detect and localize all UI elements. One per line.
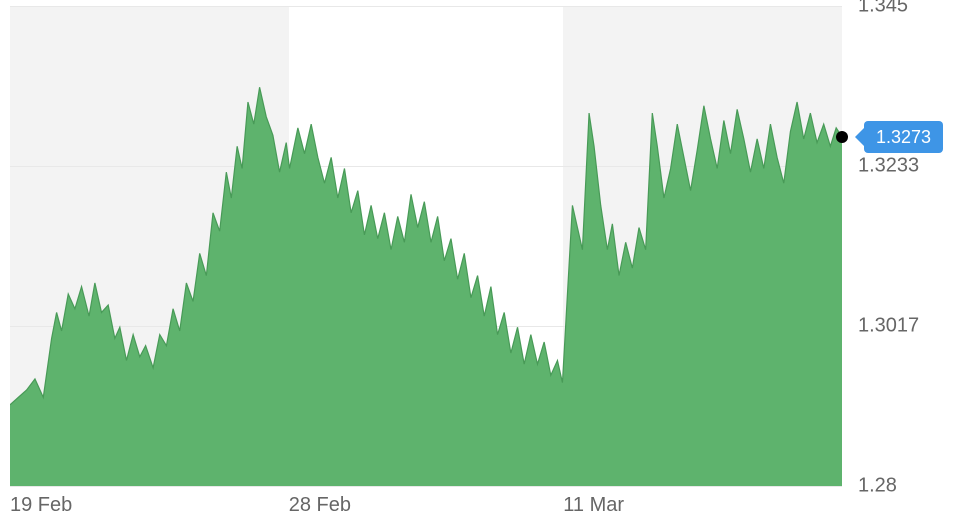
area-chart-svg xyxy=(10,6,842,486)
y-axis-label: 1.3233 xyxy=(858,155,919,178)
chart-container: 1.3273 1.345 1.3233 1.3017 1.28 19 Feb 28 Feb… xyxy=(0,0,960,529)
area-fill xyxy=(10,87,842,486)
x-axis-label: 28 Feb xyxy=(289,494,351,517)
x-axis-label: 19 Feb xyxy=(10,494,72,517)
y-axis-label: 1.28 xyxy=(858,475,897,498)
y-axis-label: 1.3017 xyxy=(858,314,919,337)
current-value-flag: 1.3273 xyxy=(864,121,943,153)
plot-area xyxy=(10,6,842,487)
current-value-label: 1.3273 xyxy=(876,127,931,147)
y-axis-label: 1.345 xyxy=(858,0,908,18)
x-axis-label: 11 Mar xyxy=(563,494,624,517)
last-price-dot xyxy=(836,131,848,143)
